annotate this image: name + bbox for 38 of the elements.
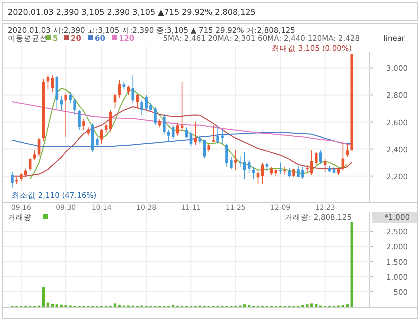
candlestick	[74, 98, 76, 116]
bar	[42, 287, 46, 307]
candlestick	[180, 82, 184, 132]
candlestick	[248, 160, 251, 174]
candlestick	[261, 163, 264, 185]
candlestick	[104, 123, 108, 134]
candlestick	[239, 156, 242, 168]
line-series	[12, 102, 353, 146]
candlestick	[346, 143, 350, 158]
chart-title: 2020.01.03 2,390 3,105 2,390 3,105 ▲715 29.92% 2,808,125	[8, 8, 256, 17]
candlestick	[109, 110, 112, 132]
candlestick	[284, 166, 286, 176]
candlestick	[288, 168, 291, 178]
candlestick	[11, 172, 14, 189]
candlestick	[279, 162, 282, 175]
candlestick	[100, 128, 104, 144]
candlestick	[176, 123, 180, 136]
candlestick	[319, 150, 322, 165]
candlestick	[82, 118, 86, 131]
bar	[51, 304, 54, 307]
bar	[114, 304, 117, 307]
candlestick	[252, 166, 256, 180]
candlestick	[64, 93, 68, 138]
candlestick	[168, 130, 170, 142]
candlestick	[33, 150, 36, 161]
candlestick	[78, 110, 81, 131]
candlestick	[114, 93, 117, 110]
candlestick	[163, 114, 166, 135]
candlestick	[38, 138, 41, 158]
candlestick	[136, 93, 139, 110]
candlestick	[234, 150, 238, 171]
candlestick	[212, 125, 215, 143]
bar	[315, 304, 318, 307]
candlestick	[60, 96, 64, 111]
candlestick	[69, 92, 72, 104]
candlestick	[127, 85, 130, 96]
candlestick	[56, 76, 59, 110]
bar	[350, 222, 354, 307]
